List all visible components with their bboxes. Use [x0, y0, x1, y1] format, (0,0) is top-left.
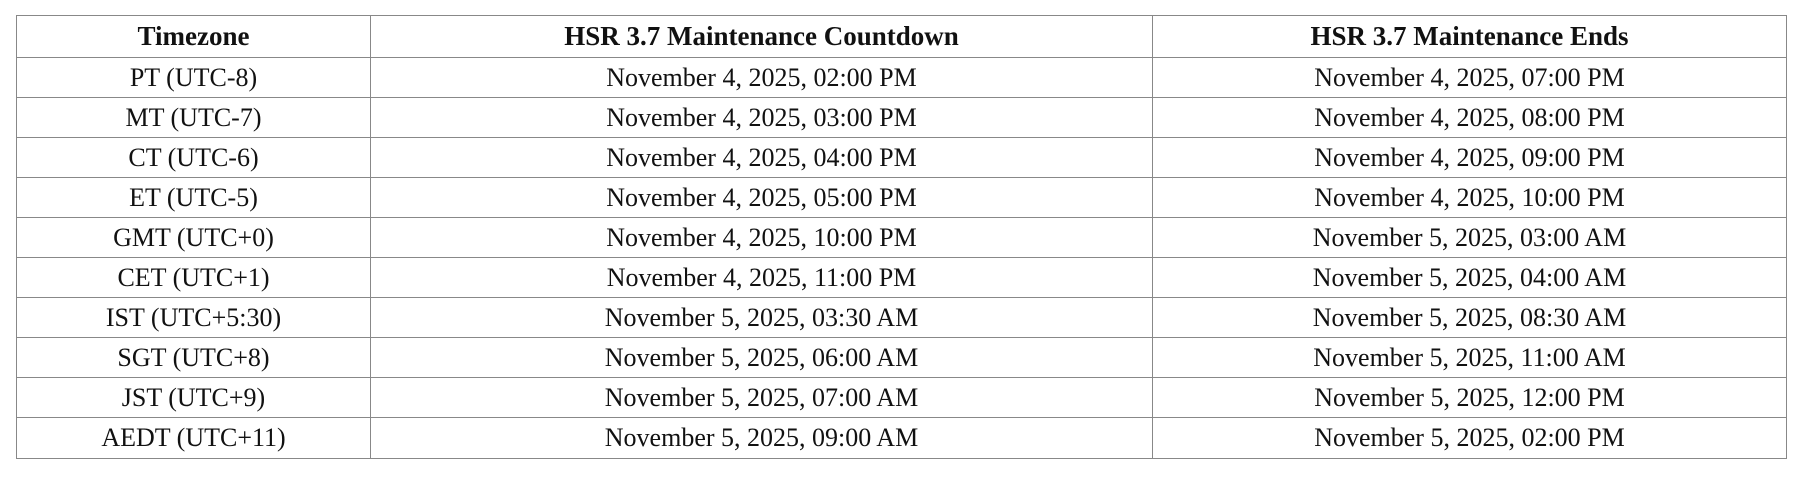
table-row: PT (UTC-8) November 4, 2025, 02:00 PM No… [16, 57, 1787, 98]
cell-timezone: JST (UTC+9) [16, 377, 371, 418]
table-row: ET (UTC-5) November 4, 2025, 05:00 PM No… [16, 177, 1787, 218]
table-row: AEDT (UTC+11) November 5, 2025, 09:00 AM… [16, 417, 1787, 459]
cell-timezone: ET (UTC-5) [16, 177, 371, 218]
cell-ends: November 5, 2025, 08:30 AM [1152, 297, 1787, 338]
cell-ends: November 5, 2025, 11:00 AM [1152, 337, 1787, 378]
column-header-maintenance-ends: HSR 3.7 Maintenance Ends [1152, 15, 1787, 58]
table-row: IST (UTC+5:30) November 5, 2025, 03:30 A… [16, 297, 1787, 338]
table-row: CET (UTC+1) November 4, 2025, 11:00 PM N… [16, 257, 1787, 298]
column-header-timezone: Timezone [16, 15, 371, 58]
hsr-maintenance-schedule-table: Timezone HSR 3.7 Maintenance Countdown H… [16, 15, 1787, 459]
table-row: CT (UTC-6) November 4, 2025, 04:00 PM No… [16, 137, 1787, 178]
cell-timezone: IST (UTC+5:30) [16, 297, 371, 338]
table-header-row: Timezone HSR 3.7 Maintenance Countdown H… [16, 15, 1787, 58]
table-row: GMT (UTC+0) November 4, 2025, 10:00 PM N… [16, 217, 1787, 258]
cell-countdown: November 4, 2025, 11:00 PM [370, 257, 1153, 298]
cell-timezone: CET (UTC+1) [16, 257, 371, 298]
cell-countdown: November 5, 2025, 07:00 AM [370, 377, 1153, 418]
cell-ends: November 5, 2025, 04:00 AM [1152, 257, 1787, 298]
table-row: SGT (UTC+8) November 5, 2025, 06:00 AM N… [16, 337, 1787, 378]
column-header-maintenance-countdown: HSR 3.7 Maintenance Countdown [370, 15, 1153, 58]
cell-countdown: November 4, 2025, 02:00 PM [370, 57, 1153, 98]
table-header: Timezone HSR 3.7 Maintenance Countdown H… [16, 15, 1787, 58]
table-row: MT (UTC-7) November 4, 2025, 03:00 PM No… [16, 97, 1787, 138]
cell-timezone: MT (UTC-7) [16, 97, 371, 138]
cell-ends: November 4, 2025, 10:00 PM [1152, 177, 1787, 218]
cell-countdown: November 4, 2025, 05:00 PM [370, 177, 1153, 218]
cell-countdown: November 4, 2025, 03:00 PM [370, 97, 1153, 138]
table-row: JST (UTC+9) November 5, 2025, 07:00 AM N… [16, 377, 1787, 418]
cell-ends: November 5, 2025, 03:00 AM [1152, 217, 1787, 258]
cell-countdown: November 5, 2025, 06:00 AM [370, 337, 1153, 378]
cell-timezone: PT (UTC-8) [16, 57, 371, 98]
table-body: PT (UTC-8) November 4, 2025, 02:00 PM No… [16, 57, 1787, 459]
cell-countdown: November 5, 2025, 03:30 AM [370, 297, 1153, 338]
cell-ends: November 4, 2025, 07:00 PM [1152, 57, 1787, 98]
cell-countdown: November 5, 2025, 09:00 AM [370, 417, 1153, 459]
cell-ends: November 5, 2025, 02:00 PM [1152, 417, 1787, 459]
maintenance-table-container: Timezone HSR 3.7 Maintenance Countdown H… [16, 15, 1787, 459]
cell-timezone: SGT (UTC+8) [16, 337, 371, 378]
cell-ends: November 4, 2025, 08:00 PM [1152, 97, 1787, 138]
cell-countdown: November 4, 2025, 10:00 PM [370, 217, 1153, 258]
cell-timezone: AEDT (UTC+11) [16, 417, 371, 459]
cell-ends: November 5, 2025, 12:00 PM [1152, 377, 1787, 418]
cell-countdown: November 4, 2025, 04:00 PM [370, 137, 1153, 178]
cell-timezone: GMT (UTC+0) [16, 217, 371, 258]
cell-timezone: CT (UTC-6) [16, 137, 371, 178]
cell-ends: November 4, 2025, 09:00 PM [1152, 137, 1787, 178]
